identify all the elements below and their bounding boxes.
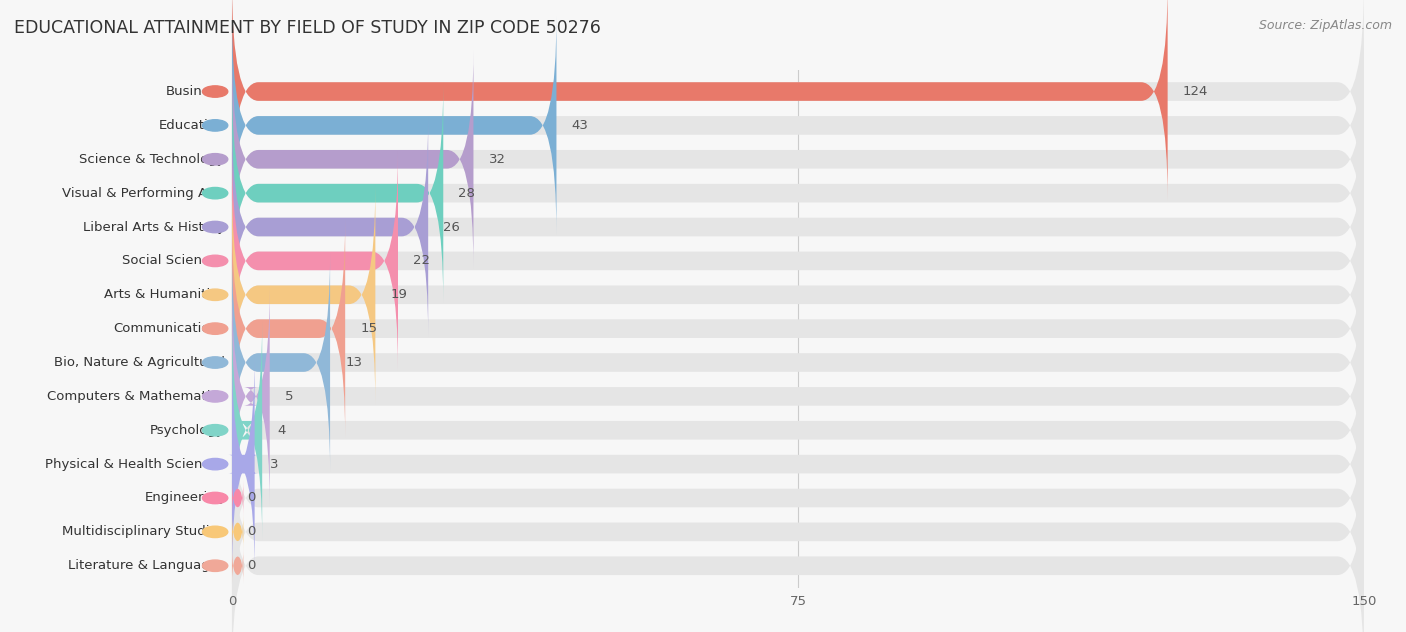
FancyBboxPatch shape [232,50,1364,269]
Text: 13: 13 [346,356,363,369]
FancyBboxPatch shape [232,118,1364,336]
FancyBboxPatch shape [232,389,1364,607]
Text: 0: 0 [247,525,256,538]
Text: EDUCATIONAL ATTAINMENT BY FIELD OF STUDY IN ZIP CODE 50276: EDUCATIONAL ATTAINMENT BY FIELD OF STUDY… [14,19,600,37]
FancyBboxPatch shape [232,287,1364,506]
FancyBboxPatch shape [232,287,270,506]
FancyBboxPatch shape [232,0,1167,201]
FancyBboxPatch shape [232,321,1364,540]
FancyBboxPatch shape [232,186,375,404]
Text: 22: 22 [413,255,430,267]
FancyBboxPatch shape [232,253,330,471]
Text: Science & Technology: Science & Technology [79,153,225,166]
FancyBboxPatch shape [232,84,443,302]
Text: 0: 0 [247,492,256,504]
FancyBboxPatch shape [232,152,1364,370]
FancyBboxPatch shape [232,321,262,540]
Text: 28: 28 [458,186,475,200]
Text: Source: ZipAtlas.com: Source: ZipAtlas.com [1258,19,1392,32]
FancyBboxPatch shape [232,548,243,583]
FancyBboxPatch shape [228,355,259,573]
Text: Literature & Languages: Literature & Languages [67,559,225,572]
Text: 0: 0 [247,559,256,572]
Text: 19: 19 [391,288,408,301]
FancyBboxPatch shape [232,480,243,516]
Text: Communications: Communications [112,322,225,335]
FancyBboxPatch shape [232,118,429,336]
Text: 124: 124 [1182,85,1208,98]
Text: 5: 5 [285,390,294,403]
Text: Liberal Arts & History: Liberal Arts & History [83,221,225,234]
Text: Business: Business [166,85,225,98]
Text: 4: 4 [277,423,285,437]
Text: 32: 32 [488,153,506,166]
Text: 15: 15 [360,322,377,335]
Text: Psychology: Psychology [150,423,225,437]
Text: 3: 3 [270,458,278,471]
Text: Computers & Mathematics: Computers & Mathematics [48,390,225,403]
FancyBboxPatch shape [232,0,1364,201]
FancyBboxPatch shape [232,456,1364,632]
FancyBboxPatch shape [232,186,1364,404]
FancyBboxPatch shape [232,16,1364,234]
Text: Physical & Health Sciences: Physical & Health Sciences [45,458,225,471]
FancyBboxPatch shape [232,50,474,269]
FancyBboxPatch shape [232,219,1364,438]
Text: Arts & Humanities: Arts & Humanities [104,288,225,301]
Text: Visual & Performing Arts: Visual & Performing Arts [62,186,225,200]
FancyBboxPatch shape [232,219,346,438]
Text: Multidisciplinary Studies: Multidisciplinary Studies [62,525,225,538]
FancyBboxPatch shape [232,16,557,234]
FancyBboxPatch shape [232,253,1364,471]
FancyBboxPatch shape [232,84,1364,302]
Text: Social Sciences: Social Sciences [122,255,225,267]
Text: 43: 43 [571,119,589,132]
Text: Engineering: Engineering [145,492,225,504]
FancyBboxPatch shape [232,514,243,550]
Text: Education: Education [159,119,225,132]
FancyBboxPatch shape [232,152,398,370]
Text: Bio, Nature & Agricultural: Bio, Nature & Agricultural [53,356,225,369]
FancyBboxPatch shape [232,423,1364,632]
Text: 26: 26 [443,221,460,234]
FancyBboxPatch shape [232,355,1364,573]
